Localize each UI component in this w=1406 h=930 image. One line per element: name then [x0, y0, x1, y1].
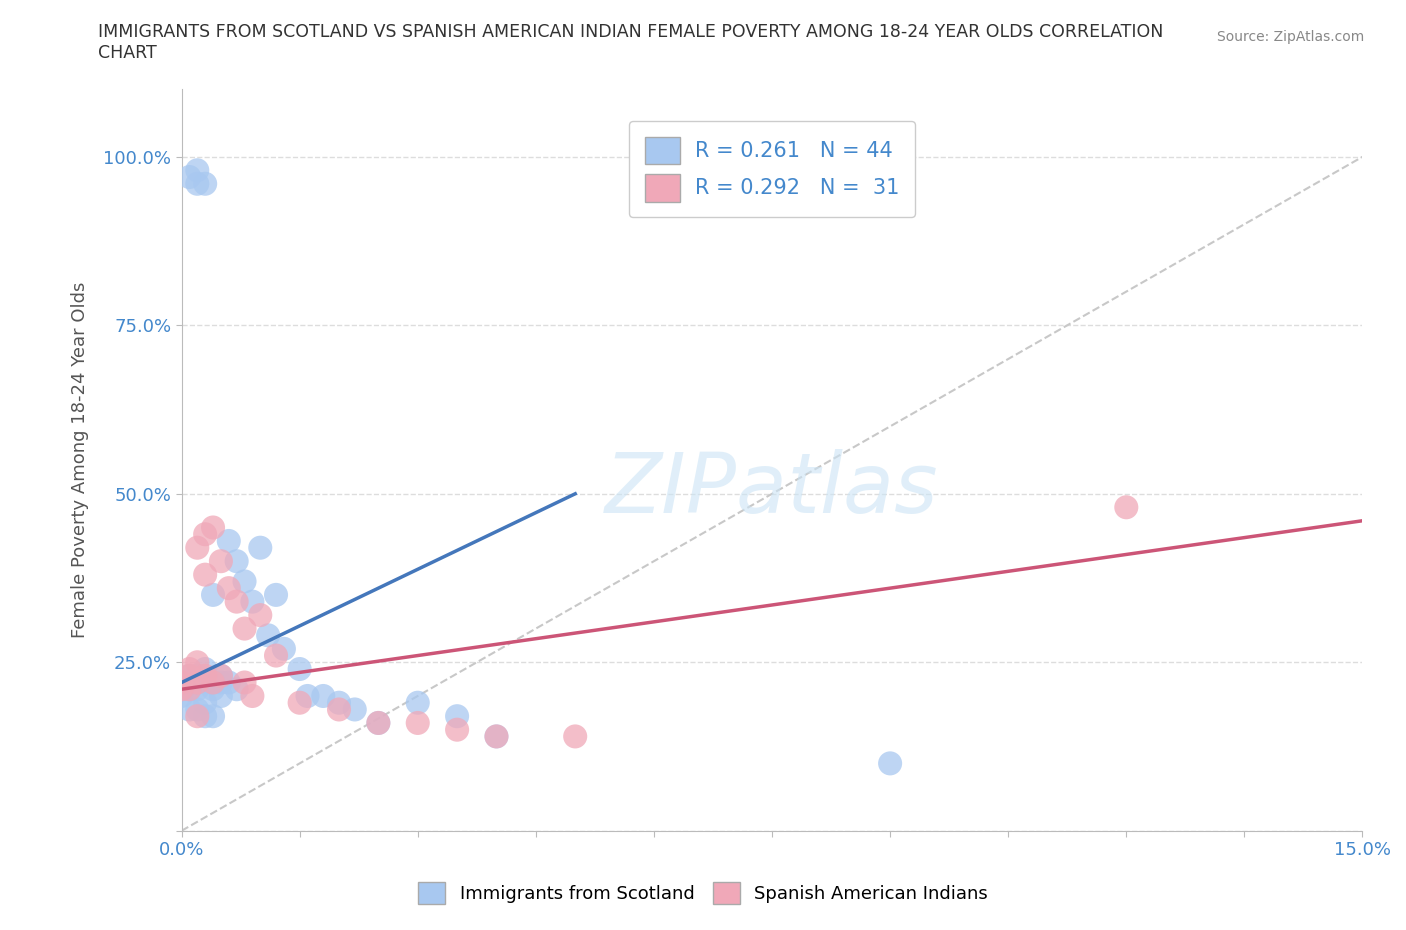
Point — [194, 567, 217, 582]
Point — [264, 648, 287, 663]
Point — [343, 702, 366, 717]
Point — [312, 688, 335, 703]
Point — [218, 580, 240, 595]
Point — [179, 682, 201, 697]
Point — [288, 661, 311, 676]
Point — [328, 696, 350, 711]
Point — [186, 702, 208, 717]
Y-axis label: Female Poverty Among 18-24 Year Olds: Female Poverty Among 18-24 Year Olds — [72, 282, 89, 638]
Point — [186, 675, 208, 690]
Point — [249, 540, 271, 555]
Point — [179, 169, 201, 184]
Point — [186, 177, 208, 192]
Point — [564, 729, 586, 744]
Point — [170, 675, 193, 690]
Point — [485, 729, 508, 744]
Point — [179, 661, 201, 676]
Point — [186, 682, 208, 697]
Point — [202, 709, 225, 724]
Point — [202, 675, 225, 690]
Point — [186, 669, 208, 684]
Point — [218, 534, 240, 549]
Point — [179, 682, 201, 697]
Text: IMMIGRANTS FROM SCOTLAND VS SPANISH AMERICAN INDIAN FEMALE POVERTY AMONG 18-24 Y: IMMIGRANTS FROM SCOTLAND VS SPANISH AMER… — [98, 23, 1164, 62]
Point — [446, 709, 468, 724]
Point — [249, 607, 271, 622]
Point — [242, 688, 264, 703]
Legend: R = 0.261   N = 44, R = 0.292   N =  31: R = 0.261 N = 44, R = 0.292 N = 31 — [628, 121, 915, 218]
Point — [233, 574, 256, 589]
Point — [879, 756, 901, 771]
Point — [328, 702, 350, 717]
Point — [186, 709, 208, 724]
Text: Source: ZipAtlas.com: Source: ZipAtlas.com — [1216, 30, 1364, 44]
Point — [170, 682, 193, 697]
Point — [194, 669, 217, 684]
Point — [186, 655, 208, 670]
Point — [218, 675, 240, 690]
Point — [194, 675, 217, 690]
Point — [446, 723, 468, 737]
Point — [202, 520, 225, 535]
Point — [179, 669, 201, 684]
Point — [288, 696, 311, 711]
Point — [209, 675, 232, 690]
Point — [194, 526, 217, 541]
Legend: Immigrants from Scotland, Spanish American Indians: Immigrants from Scotland, Spanish Americ… — [411, 875, 995, 911]
Point — [225, 594, 247, 609]
Point — [202, 675, 225, 690]
Point — [186, 540, 208, 555]
Point — [273, 642, 295, 657]
Point — [186, 163, 208, 178]
Point — [257, 628, 280, 643]
Point — [179, 702, 201, 717]
Point — [209, 553, 232, 568]
Point — [297, 688, 319, 703]
Text: ZIPatlas: ZIPatlas — [605, 449, 939, 530]
Point — [242, 594, 264, 609]
Point — [406, 715, 429, 730]
Point — [264, 588, 287, 603]
Point — [225, 553, 247, 568]
Point — [233, 675, 256, 690]
Point — [194, 709, 217, 724]
Point — [202, 588, 225, 603]
Point — [233, 621, 256, 636]
Point — [194, 661, 217, 676]
Point — [194, 177, 217, 192]
Point — [225, 682, 247, 697]
Point — [179, 675, 201, 690]
Point — [170, 675, 193, 690]
Point — [202, 682, 225, 697]
Point — [406, 696, 429, 711]
Point — [209, 669, 232, 684]
Point — [194, 696, 217, 711]
Point — [209, 688, 232, 703]
Point — [367, 715, 389, 730]
Point — [1115, 499, 1137, 514]
Point — [170, 688, 193, 703]
Point — [179, 669, 201, 684]
Point — [485, 729, 508, 744]
Point — [209, 669, 232, 684]
Point — [367, 715, 389, 730]
